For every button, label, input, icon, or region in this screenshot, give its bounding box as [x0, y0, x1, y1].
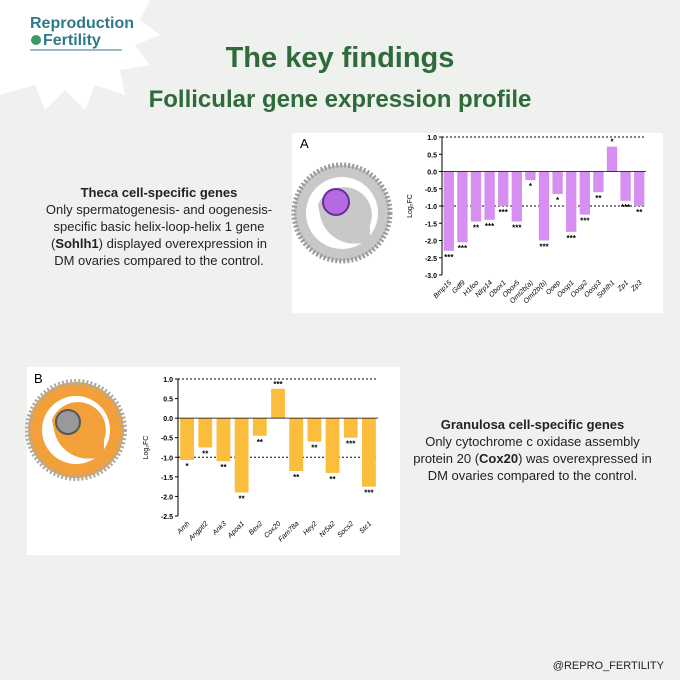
significance-label: *** — [539, 243, 549, 252]
significance-label: *** — [621, 203, 631, 212]
significance-label: *** — [444, 253, 454, 262]
theca-body: Only spermatogenesis- and oogenesis-spec… — [45, 202, 273, 251]
bar — [606, 146, 618, 172]
subtitle: Follicular gene expression profile — [148, 86, 532, 113]
y-tick-label: -2.0 — [161, 494, 173, 501]
oocyte-a — [322, 188, 350, 216]
significance-label: *** — [499, 208, 509, 217]
bar — [289, 418, 304, 471]
y-tick-label: -0.5 — [161, 436, 173, 443]
bar — [307, 418, 322, 442]
logo-line1: Reproduction — [30, 15, 134, 32]
theca-gene: Sohlh1 — [55, 236, 99, 251]
logo-line2: Fertility — [43, 32, 101, 49]
significance-label: *** — [273, 380, 283, 389]
significance-label: ** — [473, 224, 480, 233]
bar — [271, 388, 285, 419]
bar — [252, 418, 267, 436]
significance-label: *** — [580, 217, 590, 226]
bar — [566, 171, 577, 232]
footer: @REPRO_FERTILITY — [552, 660, 664, 672]
bar — [198, 418, 213, 448]
significance-label: *** — [512, 224, 522, 233]
significance-label: ** — [311, 444, 318, 453]
significance-label: *** — [485, 222, 495, 231]
significance-label: ** — [202, 450, 209, 459]
y-tick-label: 1.0 — [163, 377, 173, 384]
bar — [362, 418, 376, 487]
bar — [443, 171, 454, 251]
significance-label: ** — [220, 463, 227, 472]
bar — [620, 171, 631, 201]
bar — [498, 171, 509, 206]
significance-label: *** — [567, 234, 577, 243]
logo-burst — [0, 0, 160, 110]
bar — [457, 171, 468, 243]
granulosa-gene: Cox20 — [479, 451, 519, 466]
y-tick-label: 1.0 — [427, 135, 437, 142]
y-tick-label: -1.5 — [425, 221, 437, 228]
panel-label: A — [300, 136, 309, 151]
y-tick-label: 0.5 — [163, 397, 173, 404]
theca-body: ) displayed overexpression in DM ovaries… — [54, 236, 268, 268]
bar — [552, 171, 563, 194]
bar — [525, 171, 536, 181]
bar — [634, 171, 645, 206]
title: The key findings — [225, 42, 455, 74]
significance-label: ** — [595, 194, 602, 203]
bar — [325, 418, 340, 473]
y-tick-label: -1.5 — [161, 475, 173, 482]
y-tick-label: -2.0 — [425, 239, 437, 246]
bar — [470, 171, 482, 222]
significance-label: * — [556, 196, 560, 205]
y-tick-label: -0.5 — [425, 187, 437, 194]
significance-label: *** — [458, 244, 468, 253]
granulosa-body: ) was overexpressed in DM ovaries compar… — [427, 451, 652, 483]
bar — [484, 171, 495, 220]
bar — [234, 418, 249, 493]
bar — [180, 418, 194, 461]
bar — [511, 171, 522, 222]
y-tick-label: 0.5 — [427, 152, 437, 159]
significance-label: *** — [346, 440, 356, 449]
bar — [343, 418, 358, 438]
bar — [538, 171, 550, 241]
significance-label: ** — [636, 208, 643, 217]
granulosa-title: Granulosa cell-specific genes — [440, 417, 625, 432]
granulosa-body: Only cytochrome c oxidase assembly prote… — [413, 434, 640, 466]
theca-title: Theca cell-specific genes — [80, 185, 238, 200]
bar — [216, 418, 231, 462]
y-axis-label: Log₂FC — [407, 194, 414, 218]
theca-text: Theca cell-specific genes Only spermatoge… — [40, 184, 278, 269]
y-tick-label: -1.0 — [161, 455, 173, 462]
significance-label: ** — [257, 438, 264, 447]
significance-label: * — [529, 182, 533, 191]
significance-label: *** — [364, 489, 374, 498]
y-tick-label: 0.0 — [163, 416, 173, 423]
significance-label: * — [610, 138, 614, 147]
y-axis-label: Log₂FC — [143, 436, 150, 460]
significance-label: ** — [239, 495, 246, 504]
bar — [593, 171, 604, 193]
y-tick-label: -1.0 — [425, 204, 437, 211]
oocyte-b — [55, 409, 81, 435]
significance-label: ** — [293, 473, 300, 482]
logo-icon — [31, 35, 41, 45]
y-tick-label: 0.0 — [427, 170, 437, 177]
bar — [579, 171, 590, 215]
panel-label: B — [34, 371, 43, 386]
y-tick-label: -2.5 — [161, 514, 173, 521]
significance-label: * — [186, 462, 190, 471]
y-tick-label: -3.0 — [425, 273, 437, 280]
granulosa-text: Granulosa cell-specific genes Only cytoch… — [410, 416, 655, 484]
y-tick-label: -2.5 — [425, 256, 437, 263]
significance-label: ** — [329, 475, 336, 484]
